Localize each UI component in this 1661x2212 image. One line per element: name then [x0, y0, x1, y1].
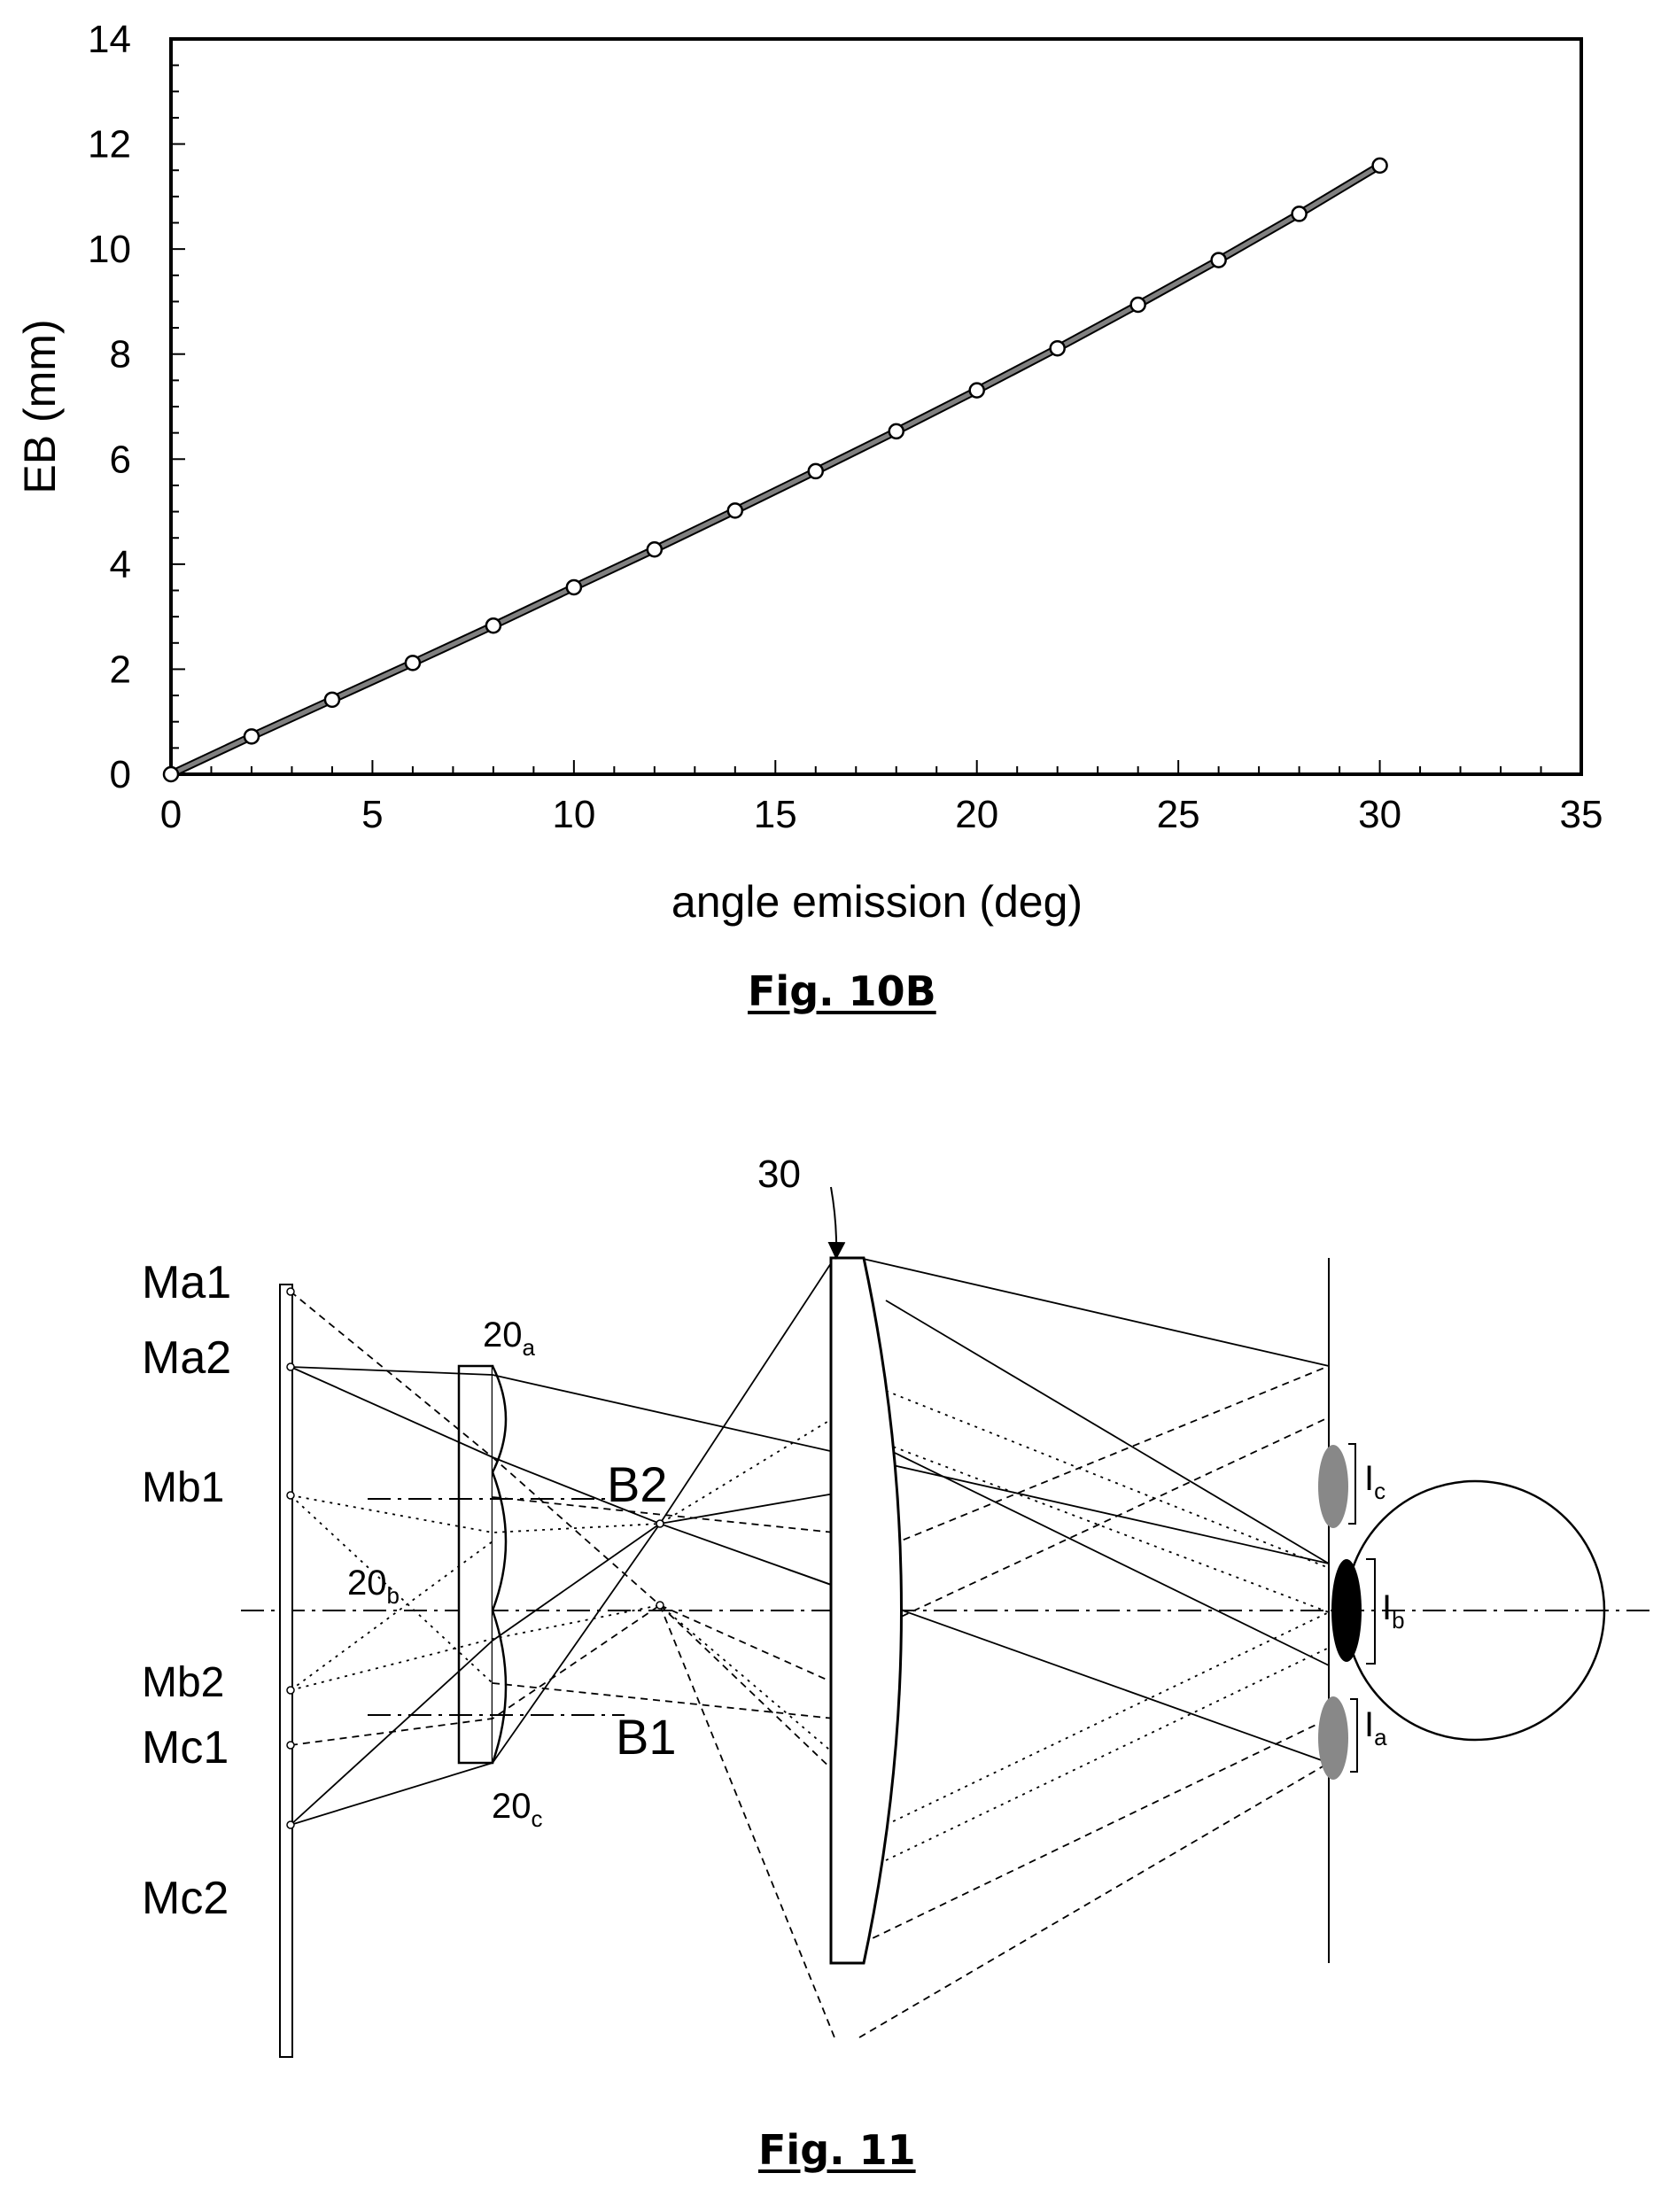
- data-point: [1210, 252, 1227, 268]
- label-mb1: Mb1: [142, 1464, 224, 1511]
- x-axis-title: angle emission (deg): [671, 877, 1083, 927]
- label-mc1: Mc1: [142, 1722, 229, 1773]
- data-point: [565, 578, 583, 596]
- label-i-sub-a: a: [1374, 1724, 1387, 1750]
- data-point: [243, 728, 260, 745]
- eb-vs-angle-chart: 0 5 10 15 20 25 30 35 0 2 4 6 8 10 12 14 angle emissio…: [15, 18, 1603, 927]
- svg-text:20a: 20a: [483, 1316, 536, 1361]
- data-point: [807, 462, 825, 480]
- y-axis-ticks: [171, 38, 185, 775]
- y-axis-title: EB (mm): [15, 319, 65, 493]
- data-point: [485, 617, 502, 634]
- label-20-b: 20: [347, 1564, 387, 1603]
- label-20: 20: [483, 1316, 523, 1354]
- series-line: [169, 163, 1381, 777]
- x-tick-label: 30: [1358, 793, 1401, 836]
- label-20-sub-a: a: [523, 1334, 536, 1361]
- svg-text:Ic: Ic: [1364, 1459, 1385, 1504]
- y-tick-label: 12: [88, 123, 131, 167]
- x-tick-label: 15: [754, 793, 797, 836]
- series-layer: [162, 157, 1388, 783]
- pupil-image-b: [1331, 1559, 1362, 1662]
- label-i-sub-c: c: [1374, 1478, 1385, 1504]
- label-ma1: Ma1: [142, 1257, 231, 1308]
- label-mc2: Mc2: [142, 1873, 229, 1924]
- display-panel: [279, 1284, 293, 2058]
- data-point: [162, 765, 180, 783]
- data-point: [968, 382, 985, 399]
- label-30: 30: [757, 1153, 801, 1196]
- pupil-image-c: [1318, 1445, 1348, 1528]
- label-20-c: 20: [492, 1787, 532, 1826]
- label-ma2: Ma2: [142, 1332, 231, 1384]
- svg-text:Ia: Ia: [1364, 1705, 1387, 1750]
- y-tick-label: 8: [110, 333, 131, 376]
- data-point: [1291, 206, 1308, 222]
- label-i-b: I: [1382, 1588, 1392, 1627]
- label-b2: B2: [607, 1456, 668, 1512]
- svg-text:20b: 20b: [347, 1564, 400, 1609]
- ray-paths: [290, 1257, 1330, 2038]
- y-tick-label: 4: [110, 543, 131, 586]
- x-tick-label: 20: [955, 793, 998, 836]
- chart-caption: Fig. 10B: [748, 967, 936, 1015]
- x-axis-ticks: [170, 760, 1582, 774]
- optics-diagram: Ma1 Ma2 Mb1 Mb2 Mc1 Mc2 B2 B1 30 20a 20b…: [142, 1153, 1652, 2058]
- y-tick-label: 2: [110, 648, 131, 691]
- y-tick-label: 0: [110, 753, 131, 796]
- data-point: [1371, 157, 1388, 175]
- x-tick-label: 0: [160, 793, 182, 836]
- series-line-outline: [169, 162, 1382, 779]
- data-point: [888, 423, 904, 440]
- label-i-a: I: [1364, 1705, 1374, 1744]
- microlens-array: [457, 1364, 508, 1765]
- data-point: [1049, 339, 1066, 357]
- label-i-c: I: [1364, 1459, 1374, 1498]
- x-tick-label: 25: [1157, 793, 1200, 836]
- diagram-caption: Fig. 11: [758, 2126, 916, 2174]
- svg-text:20c: 20c: [492, 1787, 543, 1832]
- label-b1: B1: [616, 1709, 677, 1765]
- label-20-sub-b: b: [387, 1582, 400, 1609]
- pupil-image-a: [1318, 1696, 1348, 1780]
- svg-text:Ib: Ib: [1382, 1588, 1405, 1634]
- data-point: [646, 541, 664, 558]
- label-i-sub-b: b: [1392, 1607, 1404, 1634]
- x-axis-tick-labels: 0 5 10 15 20 25 30 35: [160, 793, 1603, 836]
- x-tick-label: 10: [552, 793, 595, 836]
- label-mb2: Mb2: [142, 1659, 224, 1706]
- data-point: [726, 502, 744, 519]
- data-point: [404, 655, 422, 671]
- data-point: [1129, 296, 1146, 314]
- y-tick-label: 14: [88, 18, 131, 61]
- plot-frame: [169, 37, 1583, 776]
- data-point: [323, 691, 341, 709]
- x-tick-label: 5: [361, 793, 383, 836]
- y-tick-label: 10: [88, 228, 131, 271]
- main-lens-30: [829, 1256, 903, 1965]
- label-20-sub-c: c: [532, 1805, 543, 1832]
- y-axis-tick-labels: 0 2 4 6 8 10 12 14: [88, 18, 131, 796]
- x-tick-label: 35: [1560, 793, 1603, 836]
- y-tick-label: 6: [110, 438, 131, 481]
